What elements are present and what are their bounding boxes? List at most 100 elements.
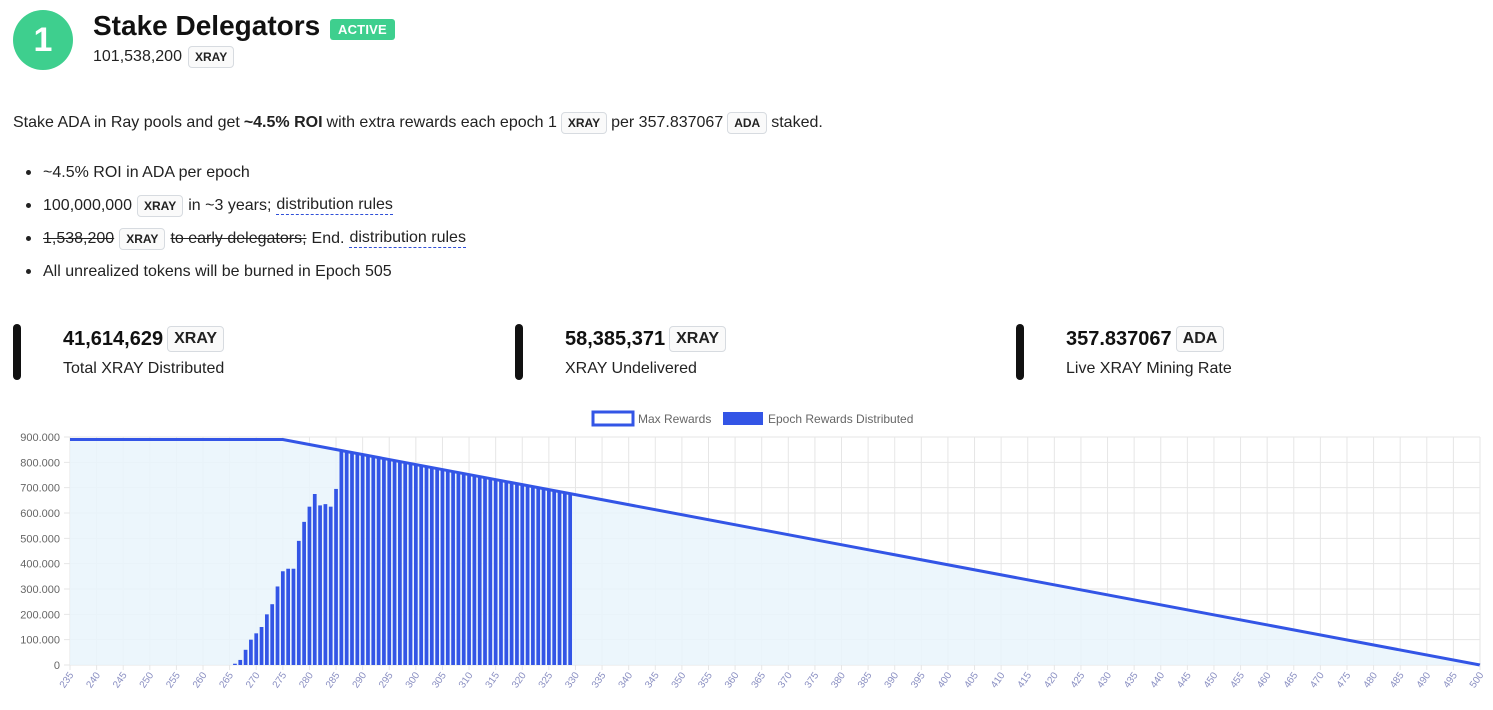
list-item: 100,000,000 XRAY in ~3 years; distributi… [26, 189, 466, 222]
x-tick-label: 355 [696, 670, 715, 690]
x-tick-label: 420 [1042, 670, 1061, 690]
unit-tag: XRAY [560, 112, 608, 134]
list-item-text: All unrealized tokens will be burned in … [43, 262, 392, 280]
y-tick-label: 0 [54, 660, 60, 672]
x-tick-label: 415 [1016, 670, 1035, 690]
epoch-reward-bar [419, 465, 424, 665]
x-tick-label: 425 [1069, 670, 1088, 690]
list-item-amount: 100,000,000 [43, 196, 132, 214]
epoch-reward-bar [467, 474, 471, 665]
x-tick-label: 395 [909, 670, 928, 690]
stat-label: Live XRAY Mining Rate [1066, 360, 1232, 377]
unit-tag: XRAY [187, 46, 235, 68]
epoch-reward-bar [291, 568, 296, 665]
x-tick-label: 255 [164, 670, 183, 690]
x-tick-label: 450 [1202, 670, 1221, 690]
step-number-badge: 1 [13, 10, 73, 70]
total-amount-value: 101,538,200 [93, 48, 182, 65]
x-tick-label: 400 [936, 670, 955, 690]
epoch-reward-bar [387, 459, 392, 665]
unit-tag: XRAY [119, 227, 166, 250]
y-tick-label: 800.000 [20, 457, 60, 469]
legend-swatch-max-rewards [591, 410, 635, 427]
x-tick-label: 265 [217, 670, 236, 690]
list-item: All unrealized tokens will be burned in … [26, 255, 466, 288]
rewards-chart: 0 100.000 200.000 300.000 400.000 500.000 600.… [20, 410, 1487, 690]
epoch-reward-bar [312, 494, 317, 665]
epoch-reward-bar [435, 468, 439, 665]
stat-number: 41,614,629 [63, 327, 164, 350]
epoch-reward-bar [382, 458, 386, 665]
desc-text: Stake ADA in Ray pools and get [13, 114, 240, 131]
x-tick-label: 350 [670, 670, 689, 690]
epoch-reward-bar [286, 568, 291, 665]
unit-tag: XRAY [136, 194, 184, 217]
unit-tag: ADA [727, 112, 768, 134]
stat-label: XRAY Undelivered [565, 360, 697, 377]
x-tick-label: 370 [776, 670, 795, 690]
epoch-reward-bar [265, 614, 269, 665]
status-badge: ACTIVE [330, 19, 395, 40]
x-tick-label: 260 [191, 670, 210, 690]
desc-text: with extra rewards each epoch 1 [326, 114, 557, 131]
epoch-reward-bar [483, 477, 487, 665]
list-item: ~4.5% ROI in ADA per epoch [26, 156, 466, 189]
stat-accent-bar [1016, 324, 1024, 380]
list-item-end: End. [311, 229, 345, 247]
x-tick-label: 310 [457, 670, 476, 690]
epoch-reward-bar [413, 464, 418, 665]
epoch-reward-bar [568, 493, 573, 665]
x-tick-label: 250 [138, 670, 157, 690]
y-tick-label: 700.000 [20, 483, 60, 495]
x-tick-label: 405 [962, 670, 981, 690]
x-tick-label: 485 [1388, 670, 1407, 690]
y-tick-label: 100.000 [20, 635, 60, 647]
legend-label-epoch-rewards: Epoch Rewards Distributed [768, 412, 913, 426]
legend-label-max-rewards: Max Rewards [638, 412, 711, 426]
epoch-reward-bar [302, 521, 306, 665]
x-tick-label: 235 [58, 670, 77, 690]
x-tick-label: 325 [537, 670, 556, 690]
x-tick-label: 315 [484, 670, 503, 690]
epoch-reward-bar [515, 483, 519, 665]
x-tick-label: 495 [1441, 670, 1460, 690]
epoch-reward-bar [429, 467, 434, 665]
x-tick-label: 430 [1095, 670, 1114, 690]
x-tick-label: 465 [1282, 670, 1301, 690]
x-tick-label: 340 [617, 670, 636, 690]
x-tick-label: 280 [297, 670, 316, 690]
max-rewards-line [70, 438, 1481, 667]
epoch-reward-bar [318, 505, 322, 665]
stat-accent-bar [515, 324, 523, 380]
x-tick-label: 435 [1122, 670, 1141, 690]
epoch-reward-bar [493, 479, 498, 665]
epoch-reward-bar [328, 506, 333, 665]
epoch-reward-bar [371, 456, 376, 665]
epoch-reward-bar [243, 649, 248, 665]
epoch-reward-bar [350, 452, 354, 665]
x-tick-label: 320 [510, 670, 529, 690]
x-tick-label: 390 [883, 670, 902, 690]
epoch-reward-bar [334, 488, 338, 665]
distribution-rules-link[interactable]: distribution rules [276, 196, 393, 215]
epoch-reward-bar [456, 472, 461, 665]
epoch-reward-bar [541, 488, 546, 665]
stat-value: 357.837067 ADA [1066, 326, 1225, 352]
x-tick-label: 470 [1308, 670, 1327, 690]
epoch-reward-bar [275, 586, 280, 665]
x-tick-label: 440 [1149, 670, 1168, 690]
distribution-rules-link[interactable]: distribution rules [349, 229, 466, 248]
stat-accent-bar [13, 324, 21, 380]
epoch-reward-bar [233, 663, 237, 665]
desc-text: per 357.837067 [611, 114, 724, 131]
stat-value: 41,614,629 XRAY [63, 326, 225, 352]
x-tick-label: 475 [1335, 670, 1354, 690]
epoch-reward-bar [398, 461, 402, 665]
epoch-reward-bar [552, 490, 557, 665]
epoch-reward-bar [451, 471, 455, 665]
y-tick-label: 500.000 [20, 533, 60, 545]
epoch-reward-bar [504, 481, 509, 665]
epoch-reward-bar [238, 659, 243, 665]
epoch-reward-bar [536, 487, 541, 665]
x-tick-label: 330 [563, 670, 582, 690]
